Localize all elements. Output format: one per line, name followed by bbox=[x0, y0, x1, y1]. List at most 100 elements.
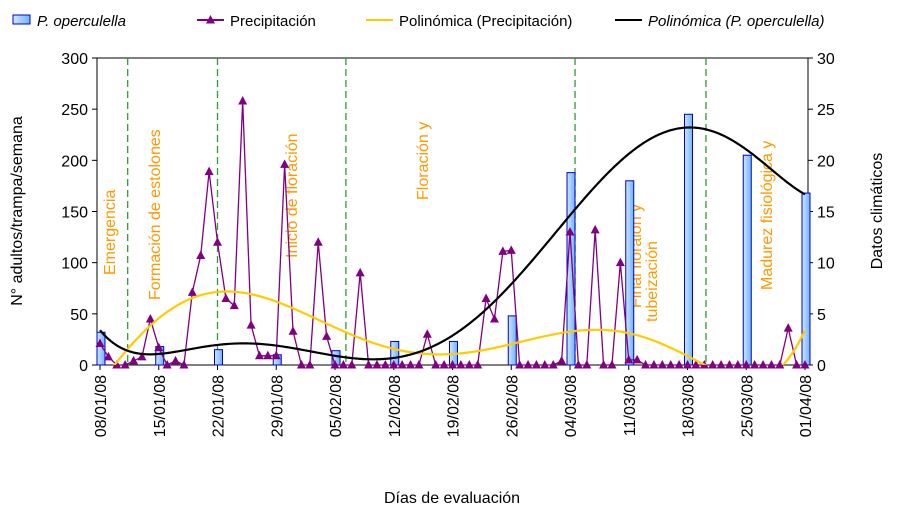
x-tick-label: 11/03/08 bbox=[622, 375, 639, 436]
triangle-marker bbox=[573, 360, 583, 369]
bar bbox=[742, 154, 752, 366]
x-tick-label: 26/02/08 bbox=[504, 375, 521, 437]
x-tick-label: 29/01/08 bbox=[269, 375, 286, 437]
triangle-marker bbox=[515, 360, 525, 369]
triangle-marker bbox=[708, 360, 718, 369]
triangle-marker bbox=[154, 342, 164, 352]
triangle-marker bbox=[691, 360, 701, 369]
x-tick-label: 15/01/08 bbox=[152, 375, 169, 437]
triangle-marker bbox=[741, 360, 751, 369]
y2-axis-title: Datos climáticos bbox=[869, 153, 886, 269]
triangle-marker bbox=[406, 360, 416, 369]
triangle-marker bbox=[162, 360, 172, 369]
y-axis-title: N° adultos/trampa/semana bbox=[9, 116, 26, 306]
bar bbox=[390, 340, 400, 366]
triangle-marker bbox=[422, 329, 432, 338]
triangle-marker bbox=[137, 351, 147, 361]
x-tick-label: 05/02/08 bbox=[328, 375, 345, 437]
triangle-marker bbox=[397, 360, 407, 369]
trendline bbox=[113, 290, 806, 365]
y-tick-label: 250 bbox=[61, 102, 88, 119]
triangle-marker bbox=[641, 360, 651, 369]
y-tick-label: 150 bbox=[61, 205, 88, 222]
triangle-marker bbox=[238, 95, 248, 105]
y2-tick-label: 5 bbox=[817, 307, 826, 324]
triangle-marker bbox=[540, 360, 550, 369]
legend-label: Polinómica (P. operculella) bbox=[648, 13, 824, 30]
triangle-marker bbox=[489, 313, 499, 323]
annotation: Formación de estolones bbox=[147, 129, 164, 300]
triangle-marker bbox=[330, 360, 340, 369]
triangle-marker bbox=[280, 159, 290, 168]
y2-tick-label: 10 bbox=[817, 256, 835, 273]
triangle-marker bbox=[674, 360, 684, 369]
triangle-marker bbox=[271, 350, 281, 360]
triangle-marker bbox=[187, 287, 197, 296]
triangle-marker bbox=[347, 360, 357, 369]
triangle-marker bbox=[792, 360, 802, 369]
triangle-marker bbox=[565, 226, 575, 236]
triangle-marker bbox=[389, 360, 399, 369]
y-tick-label: 50 bbox=[70, 307, 88, 324]
bar bbox=[625, 180, 635, 366]
bar bbox=[214, 349, 223, 366]
y-tick-label: 0 bbox=[79, 358, 88, 375]
legend-label: Precipitación bbox=[230, 13, 316, 30]
x-tick-label: 22/01/08 bbox=[211, 375, 228, 437]
annotation: Madurez fisiológica y bbox=[759, 141, 776, 290]
triangle-marker bbox=[254, 350, 264, 360]
triangle-marker bbox=[171, 355, 181, 365]
triangle-marker bbox=[607, 360, 617, 369]
triangle-marker bbox=[456, 360, 466, 369]
triangle-marker bbox=[431, 360, 441, 369]
bar bbox=[684, 113, 693, 366]
triangle-marker bbox=[632, 354, 642, 364]
y2-tick-label: 25 bbox=[817, 102, 835, 119]
triangle-marker bbox=[464, 360, 474, 369]
x-axis-title: Días de evaluación bbox=[384, 490, 520, 507]
triangle-marker bbox=[498, 246, 508, 255]
triangle-marker bbox=[800, 360, 810, 369]
bar bbox=[801, 192, 811, 366]
triangle-marker bbox=[296, 360, 306, 369]
triangle-marker bbox=[120, 360, 130, 369]
trendline bbox=[99, 126, 806, 361]
triangle-marker bbox=[506, 245, 516, 254]
y2-tick-label: 30 bbox=[817, 51, 835, 68]
triangle-marker bbox=[448, 360, 457, 369]
triangle-marker bbox=[322, 331, 332, 340]
y2-tick-label: 0 bbox=[817, 358, 826, 375]
annotation: tubeización bbox=[644, 241, 661, 322]
y-tick-label: 200 bbox=[61, 153, 88, 170]
triangle-marker bbox=[380, 360, 390, 369]
annotation: Floración y bbox=[415, 122, 432, 200]
triangle-marker bbox=[683, 360, 692, 369]
triangle-marker bbox=[599, 360, 609, 369]
triangle-marker bbox=[750, 360, 760, 369]
triangle-marker bbox=[557, 355, 567, 365]
triangle-marker bbox=[666, 360, 676, 369]
x-tick-label: 18/03/08 bbox=[681, 375, 698, 437]
triangle-marker bbox=[246, 320, 256, 329]
triangle-marker bbox=[221, 293, 231, 302]
x-tick-label: 25/03/08 bbox=[739, 375, 756, 437]
plot-frame bbox=[96, 57, 809, 366]
triangle-marker bbox=[724, 360, 734, 369]
triangle-marker bbox=[582, 360, 592, 369]
legend-label: P. operculella bbox=[37, 13, 126, 30]
triangle-marker bbox=[657, 360, 667, 369]
legend-swatch bbox=[12, 14, 31, 25]
triangle-marker bbox=[338, 360, 348, 369]
triangle-marker bbox=[288, 326, 298, 335]
triangle-marker bbox=[364, 360, 374, 369]
x-tick-label: 04/03/08 bbox=[563, 375, 580, 437]
triangle-marker bbox=[439, 360, 449, 369]
triangle-marker bbox=[481, 293, 491, 302]
y-tick-label: 300 bbox=[61, 51, 88, 68]
triangle-marker bbox=[355, 267, 365, 277]
legend-marker bbox=[206, 15, 215, 24]
triangle-marker bbox=[716, 360, 726, 369]
triangle-marker bbox=[129, 355, 139, 365]
triangle-marker bbox=[145, 313, 155, 323]
triangle-marker bbox=[313, 237, 323, 246]
